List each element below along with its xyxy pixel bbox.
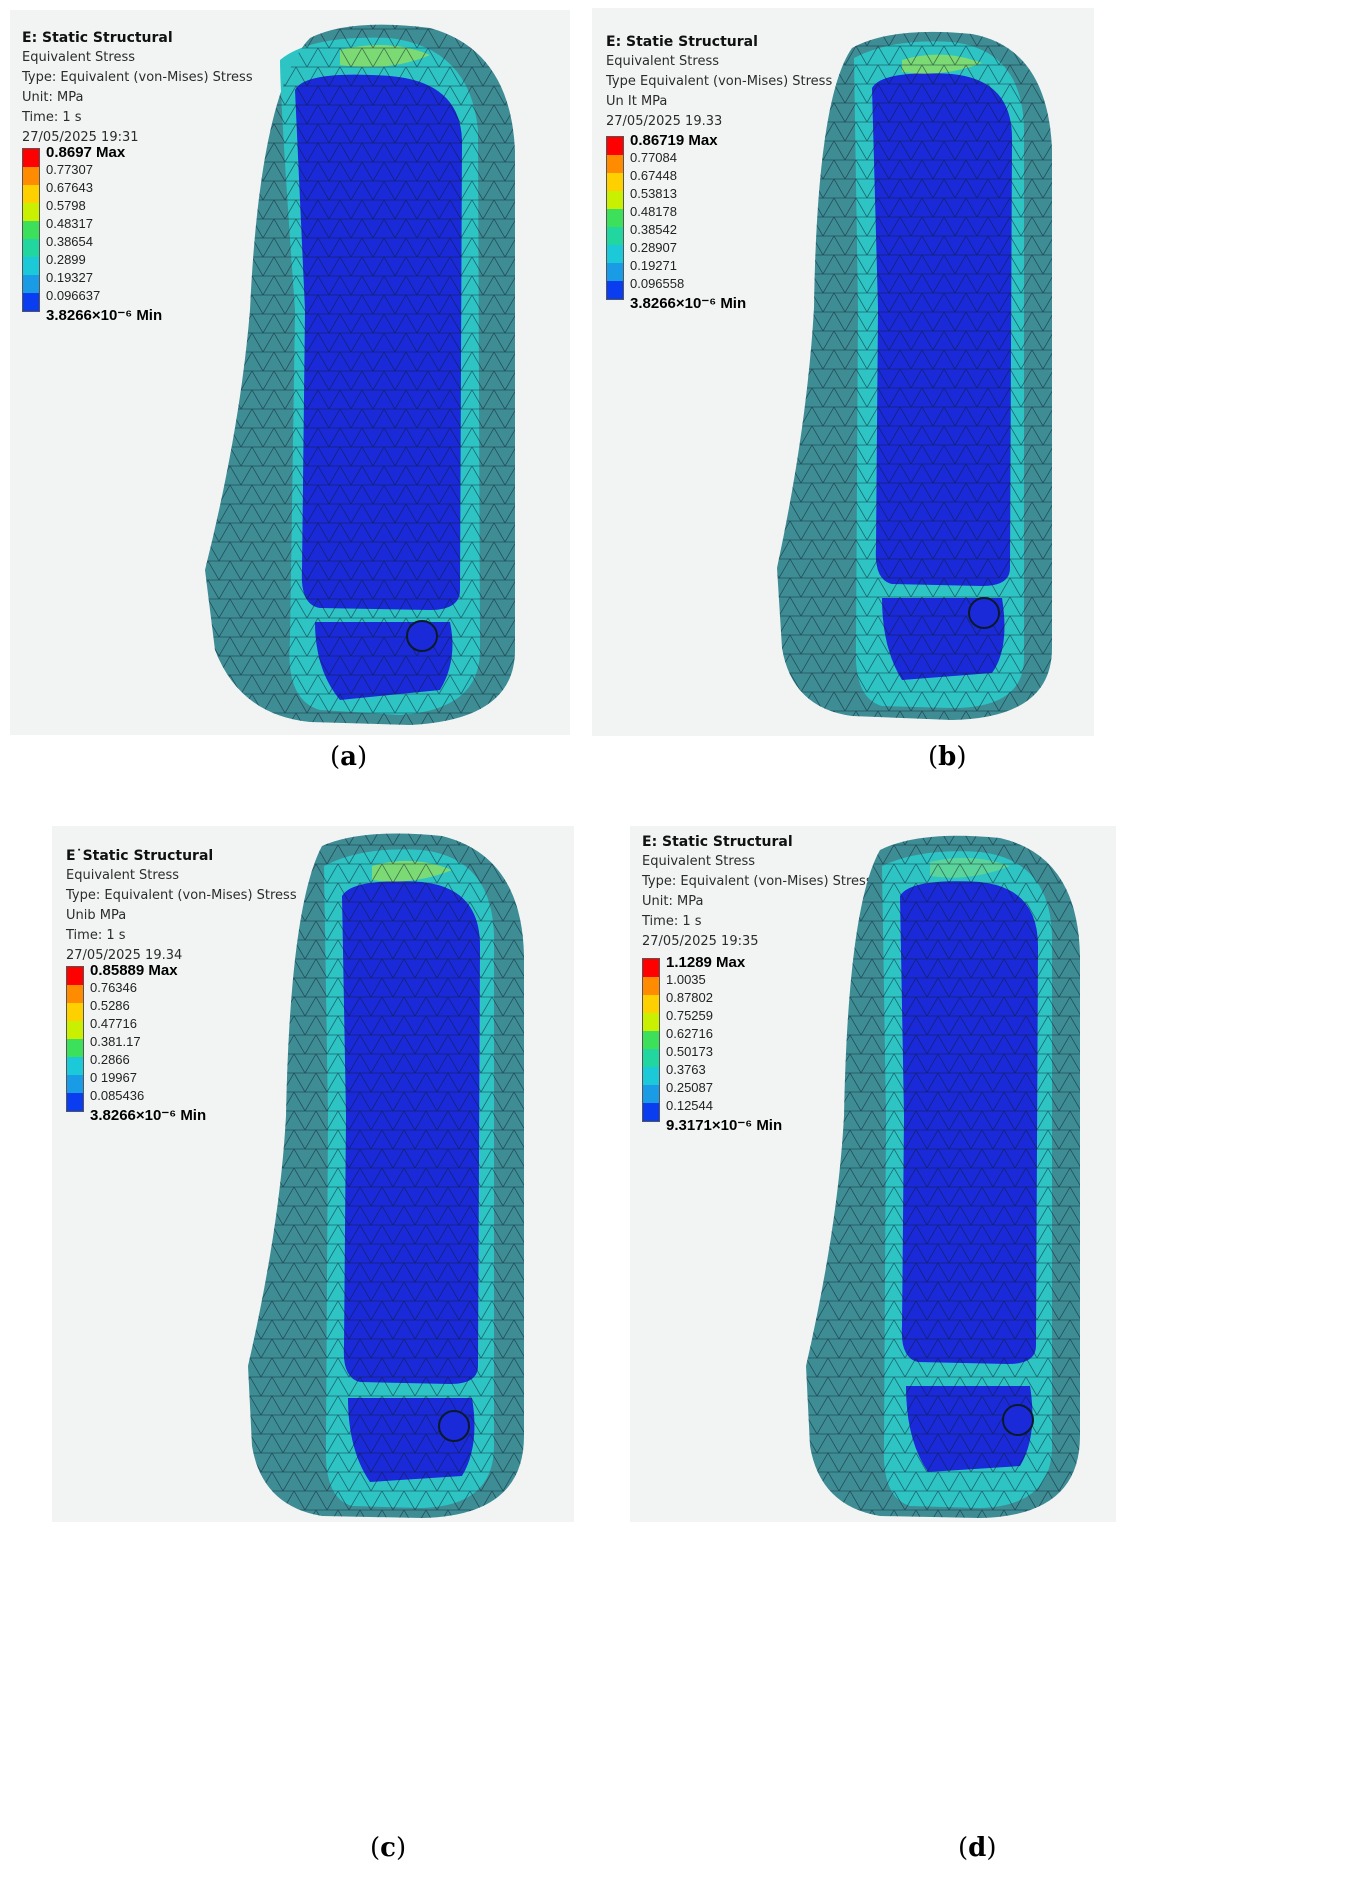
analysis-title: E: Static Structural xyxy=(642,834,793,850)
color-scale-bar xyxy=(66,966,84,1112)
stress-model-b xyxy=(777,31,1052,721)
legend-level: 0.77307 xyxy=(46,162,93,177)
model-hole xyxy=(406,620,438,652)
stress-model-d xyxy=(806,835,1080,1518)
legend-level: 0.096637 xyxy=(46,288,101,303)
legend-max: 0.8697 Max xyxy=(46,144,126,161)
model-mesh xyxy=(806,835,1080,1518)
color-scale-bar xyxy=(606,136,624,300)
panel-c-header: E˙Static Structural Equivalent Stress Ty… xyxy=(66,846,297,966)
legend-level: 0.381.17 xyxy=(90,1034,141,1049)
legend-max: 0.85889 Max xyxy=(90,962,178,979)
legend-level: 0.085436 xyxy=(90,1088,145,1103)
legend-max: 1.1289 Max xyxy=(666,954,746,971)
legend-min: 9.3171×10⁻⁶ Min xyxy=(666,1117,783,1134)
legend-level: 0.76346 xyxy=(90,980,137,995)
result-type: Type: Equivalent (von-Mises) Stress xyxy=(66,888,297,903)
result-unit: Unit: MPa xyxy=(22,90,84,105)
legend-level: 0.12544 xyxy=(666,1098,713,1113)
legend-level: 0.62716 xyxy=(666,1026,713,1041)
caption-c: (c) xyxy=(370,1833,407,1863)
legend-level: 0.67448 xyxy=(630,168,677,183)
panel-d-header: E: Static Structural Equivalent Stress T… xyxy=(642,832,873,952)
legend-level: 1.0035 xyxy=(666,972,706,987)
result-name: Equivalent Stress xyxy=(642,854,756,869)
legend-level: 0.53813 xyxy=(630,186,677,201)
legend-level: 0.38654 xyxy=(46,234,93,249)
legend-level: 0.19271 xyxy=(630,258,677,273)
legend-level: 0.50173 xyxy=(666,1044,713,1059)
legend-level: 0.75259 xyxy=(666,1008,713,1023)
result-date: 27/05/2025 19:31 xyxy=(22,130,139,145)
result-date: 27/05/2025 19.34 xyxy=(66,948,183,963)
legend-level: 0.48317 xyxy=(46,216,93,231)
result-unit: Unib MPa xyxy=(66,908,127,923)
result-name: Equivalent Stress xyxy=(606,54,720,69)
model-hole xyxy=(438,1410,470,1442)
legend-level: 0.2866 xyxy=(90,1052,130,1067)
result-time: Time: 1 s xyxy=(22,110,82,125)
result-unit: Unit: MPa xyxy=(642,894,704,909)
result-type: Type: Equivalent (von-Mises) Stress xyxy=(22,70,253,85)
analysis-title: E: Static Structural xyxy=(22,30,173,46)
legend-level: 0.67643 xyxy=(46,180,93,195)
caption-d: (d) xyxy=(958,1833,997,1863)
model-mesh xyxy=(248,833,524,1518)
panel-d: E: Static Structural Equivalent Stress T… xyxy=(630,826,1116,1522)
panel-a: E: Static Structural Equivalent Stress T… xyxy=(10,10,570,735)
legend-level: 0.096558 xyxy=(630,276,685,291)
model-mesh xyxy=(205,24,515,725)
stress-model-a xyxy=(205,24,515,725)
result-name: Equivalent Stress xyxy=(22,50,136,65)
panel-b-header: E: Statie Structural Equivalent Stress T… xyxy=(606,32,832,132)
legend-level: 0.19327 xyxy=(46,270,93,285)
model-hole xyxy=(968,597,1000,629)
caption-b: (b) xyxy=(928,742,967,772)
panel-a-header: E: Static Structural Equivalent Stress T… xyxy=(22,28,253,148)
result-type: Type: Equivalent (von-Mises) Stress xyxy=(642,874,873,889)
model-hole xyxy=(1002,1404,1034,1436)
result-unit: Un It MPa xyxy=(606,94,668,109)
legend-min: 3.8266×10⁻⁶ Min xyxy=(90,1107,207,1124)
legend-level: 0.28907 xyxy=(630,240,677,255)
panel-b: E: Statie Structural Equivalent Stress T… xyxy=(592,8,1094,736)
legend-level: 0.38542 xyxy=(630,222,677,237)
legend-level: 0.5798 xyxy=(46,198,86,213)
model-mesh xyxy=(777,31,1052,721)
result-type: Type Equivalent (von-Mises) Stress xyxy=(606,74,833,89)
legend-level: 0.5286 xyxy=(90,998,130,1013)
legend-level: 0.48178 xyxy=(630,204,677,219)
legend-level: 0.87802 xyxy=(666,990,713,1005)
legend-level: 0.3763 xyxy=(666,1062,706,1077)
result-date: 27/05/2025 19.33 xyxy=(606,114,723,129)
result-time: Time: 1 s xyxy=(66,928,126,943)
color-scale-bar xyxy=(22,148,40,312)
result-date: 27/05/2025 19:35 xyxy=(642,934,759,949)
legend-max: 0.86719 Max xyxy=(630,132,718,149)
legend-level: 0.2899 xyxy=(46,252,86,267)
panel-c: E˙Static Structural Equivalent Stress Ty… xyxy=(52,826,574,1522)
legend-level: 0 19967 xyxy=(90,1070,137,1085)
legend-level: 0.47716 xyxy=(90,1016,137,1031)
caption-a: (a) xyxy=(330,742,368,772)
color-scale-bar xyxy=(642,958,660,1122)
result-time: Time: 1 s xyxy=(642,914,702,929)
legend-min: 3.8266×10⁻⁶ Min xyxy=(630,295,747,312)
analysis-title: E˙Static Structural xyxy=(66,848,214,864)
legend-level: 0.77084 xyxy=(630,150,677,165)
legend-min: 3.8266×10⁻⁶ Min xyxy=(46,307,163,324)
stress-model-c xyxy=(248,833,524,1518)
legend-level: 0.25087 xyxy=(666,1080,713,1095)
analysis-title: E: Statie Structural xyxy=(606,34,758,50)
result-name: Equivalent Stress xyxy=(66,868,180,883)
